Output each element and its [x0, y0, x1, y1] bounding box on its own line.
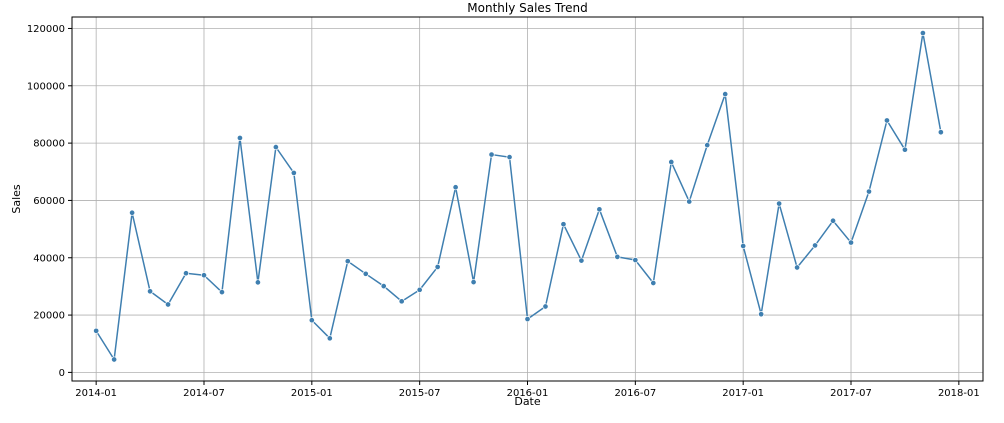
chart-title: Monthly Sales Trend: [467, 1, 587, 15]
sales-data-point: [416, 286, 423, 293]
sales-data-point: [883, 117, 891, 124]
sales-data-point: [147, 288, 154, 295]
x-tick-label: 2014-01: [75, 388, 117, 399]
x-tick-label: 2017-01: [722, 388, 764, 399]
sales-data-point: [398, 298, 405, 305]
x-tick-label: 2017-07: [830, 388, 872, 399]
sales-data-point: [488, 151, 495, 158]
sales-data-point: [829, 217, 837, 224]
y-tick-label: 100000: [27, 81, 65, 92]
sales-data-point: [111, 356, 118, 363]
y-tick-label: 20000: [33, 311, 65, 322]
sales-data-point: [182, 270, 190, 277]
sales-data-point: [434, 263, 441, 270]
sales-data-point: [758, 311, 765, 318]
line-layer: [95, 32, 942, 361]
sales-data-point: [632, 256, 639, 264]
sales-data-point: [362, 270, 369, 277]
sales-data-point: [380, 283, 387, 290]
x-axis-label: Date: [514, 395, 541, 408]
sales-series-line: [95, 32, 942, 361]
sales-data-point: [200, 272, 208, 279]
sales-data-point: [452, 184, 459, 191]
sales-data-point: [901, 146, 908, 153]
x-tick-label: 2014-07: [183, 388, 225, 399]
sales-data-point: [254, 279, 261, 286]
sales-data-point: [812, 242, 819, 249]
grid-layer: [72, 17, 983, 381]
y-tick-label: 40000: [33, 253, 65, 264]
x-tick-label: 2018-01: [938, 388, 980, 399]
sales-data-point: [937, 129, 944, 136]
sales-data-point: [218, 289, 226, 296]
sales-data-point: [722, 91, 729, 98]
sales-data-point: [470, 279, 477, 286]
sales-data-point: [794, 264, 801, 271]
sales-data-point: [93, 327, 100, 334]
sales-data-point: [129, 209, 136, 216]
y-tick-label: 80000: [33, 139, 65, 150]
y-axis-label: Sales: [10, 184, 23, 214]
sales-data-point: [344, 258, 351, 265]
sales-data-point: [596, 206, 603, 213]
x-tick-label: 2015-07: [399, 388, 441, 399]
sales-data-point: [650, 279, 657, 287]
sales-data-point: [524, 316, 531, 323]
y-tick-label: 60000: [33, 196, 65, 207]
sales-data-point: [578, 257, 585, 264]
sales-data-point: [704, 142, 711, 149]
tick-layer: 2014-01 2014-07 2015-01 2015-07 2016-01 2016-…: [27, 24, 980, 399]
sales-data-point: [865, 188, 873, 195]
x-tick-label: 2015-01: [291, 388, 333, 399]
x-tick-label: 2016-01: [507, 388, 549, 399]
sales-data-point: [776, 200, 783, 207]
sales-data-point: [614, 253, 621, 260]
sales-data-point: [308, 317, 315, 324]
sales-data-point: [542, 303, 549, 310]
marker-layer: [93, 29, 944, 363]
sales-data-point: [919, 29, 926, 37]
y-tick-label: 120000: [27, 24, 65, 35]
sales-data-point: [290, 169, 297, 176]
sales-data-point: [165, 301, 172, 308]
y-tick-label: 0: [59, 368, 65, 379]
sales-data-point: [236, 134, 243, 142]
sales-data-point: [668, 158, 675, 166]
sales-data-point: [847, 239, 855, 246]
sales-data-point: [506, 154, 513, 161]
sales-data-point: [272, 144, 279, 151]
x-tick-label: 2016-07: [614, 388, 656, 399]
sales-data-point: [560, 221, 567, 228]
sales-data-point: [326, 335, 333, 342]
sales-data-point: [686, 198, 693, 205]
sales-data-point: [740, 242, 747, 250]
